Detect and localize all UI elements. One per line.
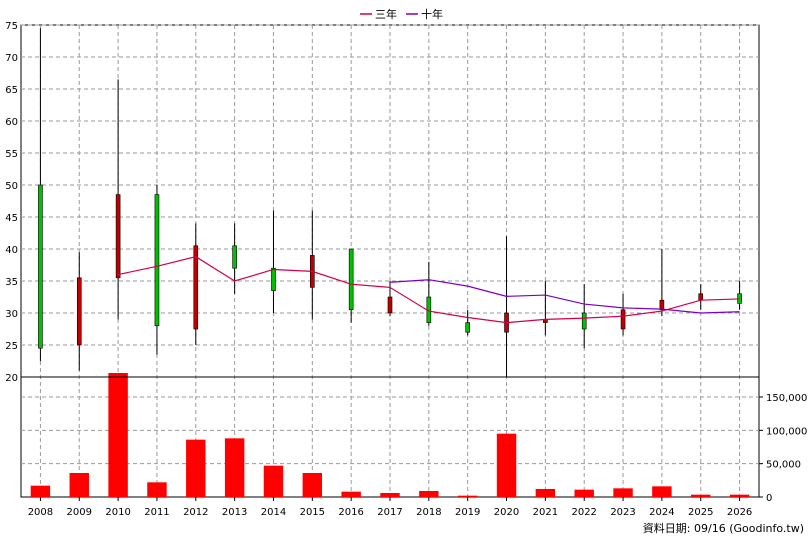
- candle-body: [232, 245, 237, 269]
- series-line: [389, 279, 740, 314]
- volume-bar: [574, 489, 594, 497]
- volume-bar: [224, 438, 245, 497]
- price-tick-label: 30: [5, 309, 18, 320]
- year-tick-label: 2012: [183, 507, 208, 518]
- price-tick-label: 70: [5, 53, 18, 64]
- volume-bar: [302, 473, 323, 497]
- volume-bar: [147, 482, 167, 497]
- year-tick-label: 2023: [610, 507, 635, 518]
- legend-label: 十年: [421, 7, 443, 21]
- volume-bars: [30, 373, 750, 497]
- volume-bar: [535, 489, 556, 497]
- volume-bar: [691, 494, 711, 497]
- year-tick-label: 2017: [377, 507, 402, 518]
- price-tick-label: 20: [5, 373, 18, 384]
- footer-date: 資料日期: 09/16 (Goodinfo.tw): [643, 521, 804, 535]
- year-tick-label: 2009: [67, 507, 92, 518]
- price-tick-label: 65: [5, 85, 18, 96]
- candle-body: [698, 293, 704, 301]
- year-tick-label: 2010: [105, 507, 130, 518]
- price-tick-label: 25: [5, 341, 18, 352]
- volume-tick-label: 0: [766, 493, 772, 504]
- price-tick-label: 75: [5, 21, 18, 32]
- year-tick-label: 2022: [571, 507, 596, 518]
- candle-body: [193, 245, 199, 330]
- candle-body: [387, 296, 393, 314]
- volume-bar: [108, 373, 128, 497]
- price-tick-label: 60: [5, 117, 18, 128]
- volume-bar: [419, 491, 439, 497]
- price-tick-label: 40: [5, 245, 18, 256]
- candle-body: [465, 322, 470, 333]
- year-tick-label: 2020: [494, 507, 519, 518]
- year-tick-label: 2014: [261, 507, 286, 518]
- volume-bar: [263, 465, 284, 497]
- year-tick-label: 2016: [338, 507, 363, 518]
- volume-tick-label: 100,000: [766, 426, 807, 437]
- volume-tick-label: 150,000: [766, 393, 807, 404]
- volume-bar: [380, 493, 400, 497]
- volume-tick-label: 50,000: [766, 460, 801, 471]
- candle-body: [154, 194, 160, 327]
- legend-label: 三年: [375, 7, 397, 21]
- candle-body: [76, 277, 82, 346]
- year-tick-label: 2019: [455, 507, 480, 518]
- candle-body: [581, 312, 587, 330]
- year-tick-label: 2024: [649, 507, 674, 518]
- year-tick-label: 2026: [727, 507, 752, 518]
- candle-body: [115, 194, 121, 279]
- price-tick-label: 55: [5, 149, 18, 160]
- volume-bar: [457, 495, 478, 497]
- year-tick-label: 2008: [28, 507, 53, 518]
- year-tick-label: 2018: [416, 507, 441, 518]
- year-tick-label: 2013: [222, 507, 247, 518]
- price-tick-label: 50: [5, 181, 18, 192]
- grid: [20, 24, 760, 498]
- volume-bar: [613, 488, 633, 497]
- year-tick-label: 2015: [300, 507, 325, 518]
- year-tick-label: 2021: [533, 507, 558, 518]
- volume-bar: [30, 485, 51, 497]
- price-tick-label: 35: [5, 277, 18, 288]
- moving-average-lines: [117, 256, 740, 324]
- price-tick-label: 45: [5, 213, 18, 224]
- candle-body: [348, 248, 354, 311]
- series-line: [117, 256, 740, 324]
- year-tick-label: 2011: [144, 507, 169, 518]
- volume-bar: [69, 473, 89, 497]
- candle-body: [38, 184, 43, 349]
- volume-bar: [186, 439, 206, 497]
- candles: [38, 28, 742, 377]
- volume-bar: [496, 433, 517, 497]
- volume-bar: [341, 491, 361, 497]
- volume-bar: [729, 494, 750, 497]
- legend: 三年 十年: [360, 7, 443, 21]
- candle-body: [271, 267, 276, 291]
- candle-body: [659, 299, 665, 311]
- candle-body: [620, 309, 626, 330]
- volume-bar: [652, 486, 672, 497]
- year-tick-label: 2025: [688, 507, 713, 518]
